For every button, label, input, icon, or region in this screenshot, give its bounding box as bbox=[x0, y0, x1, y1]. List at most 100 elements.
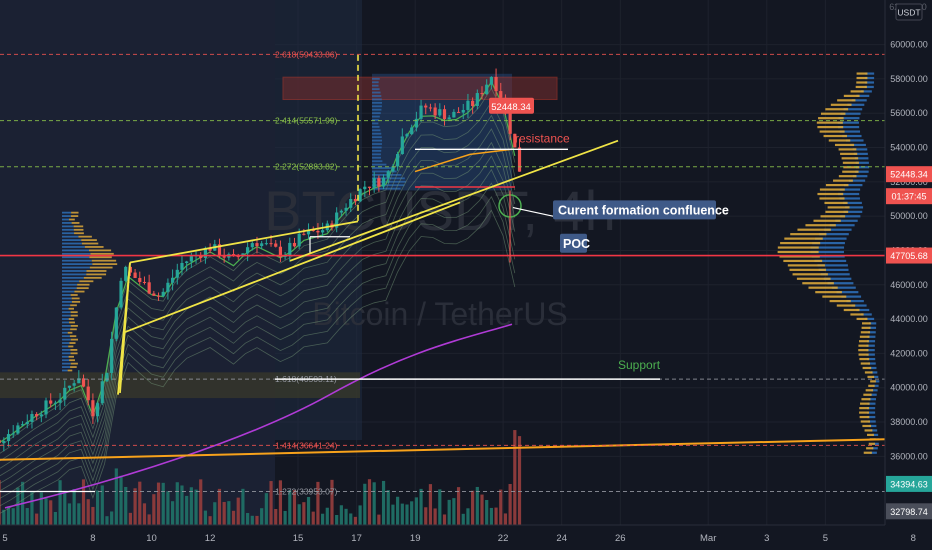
price-tick-label: 42000.00 bbox=[890, 348, 928, 358]
volume-bar bbox=[438, 489, 442, 525]
vp-left-up bbox=[62, 249, 90, 252]
price-tag bbox=[886, 475, 932, 492]
candle-body bbox=[0, 439, 1, 444]
volume-bar bbox=[100, 485, 104, 525]
volume-bar bbox=[217, 488, 222, 525]
vp-top-up bbox=[372, 84, 379, 87]
vp-bar-up bbox=[829, 224, 855, 227]
volume-bar bbox=[339, 505, 343, 525]
volume-bar bbox=[39, 492, 43, 525]
vp-bar-up bbox=[870, 451, 877, 454]
vp-bar-down bbox=[796, 277, 831, 280]
candle-body bbox=[217, 244, 222, 257]
time-axis[interactable]: 5 8 10 12 15 17 19 22 24 26 Mar 3 5 8 bbox=[0, 524, 916, 550]
vp-left-down bbox=[71, 300, 81, 303]
vp-top-up bbox=[372, 153, 381, 156]
vp-left-up bbox=[62, 307, 69, 310]
vp-bar-down bbox=[818, 117, 844, 120]
vp-left-down bbox=[69, 359, 75, 362]
volume-bar bbox=[49, 500, 53, 525]
ma-ribbon-line bbox=[0, 114, 516, 462]
candle-body bbox=[72, 383, 76, 386]
price-tag-label: 52448.34 bbox=[890, 170, 928, 180]
price-tick-label: 60000.00 bbox=[890, 40, 928, 50]
volume-bar bbox=[447, 499, 451, 525]
volume-bar bbox=[278, 480, 283, 525]
volume-bar bbox=[246, 513, 250, 525]
vp-bar-up bbox=[851, 304, 867, 307]
vp-bar-up bbox=[865, 81, 875, 84]
vp-top-up bbox=[372, 170, 397, 173]
volume-bar bbox=[489, 507, 493, 525]
candle-body bbox=[377, 178, 381, 187]
volume-bar bbox=[494, 507, 498, 525]
vp-left-up bbox=[62, 232, 75, 235]
candle-body bbox=[471, 100, 475, 107]
candle-body bbox=[302, 233, 306, 235]
vp-bar-up bbox=[840, 112, 861, 115]
trendline bbox=[117, 262, 131, 395]
vp-bar-down bbox=[843, 166, 860, 169]
vp-bar-up bbox=[873, 384, 879, 387]
vp-left-down bbox=[70, 366, 77, 368]
volume-bar bbox=[86, 499, 90, 525]
vp-left-up bbox=[62, 359, 70, 362]
vp-bar-down bbox=[864, 429, 873, 432]
volume-bar bbox=[349, 513, 353, 525]
candle-body bbox=[105, 372, 109, 382]
vp-top-up bbox=[372, 139, 383, 142]
vp-left-up bbox=[62, 222, 72, 224]
fib-label: 2.272(52883.82) bbox=[275, 162, 338, 172]
volume-bar bbox=[53, 511, 57, 525]
candle-body bbox=[292, 242, 297, 247]
volume-bar bbox=[255, 515, 259, 525]
vp-bar-down bbox=[833, 179, 853, 182]
vp-left-down bbox=[92, 263, 118, 266]
vp-left-down bbox=[70, 314, 78, 317]
vp-bar-up bbox=[866, 353, 875, 356]
price-bubble-box bbox=[489, 97, 534, 114]
candle-body bbox=[321, 230, 325, 233]
vp-left-up bbox=[62, 338, 71, 341]
volume-bar bbox=[400, 503, 404, 525]
annotation-support: Support bbox=[618, 358, 661, 372]
vp-bar-down bbox=[838, 148, 857, 151]
vp-bar-down bbox=[856, 81, 868, 84]
volume-bar bbox=[381, 480, 386, 525]
vp-bar-down bbox=[779, 255, 820, 258]
vp-bar-up bbox=[872, 433, 879, 436]
vp-left-down bbox=[79, 280, 94, 283]
vp-left-up bbox=[62, 321, 70, 324]
candle-body bbox=[475, 93, 479, 107]
vp-bar-down bbox=[863, 393, 872, 396]
vp-bar-down bbox=[780, 241, 821, 245]
vp-bar-down bbox=[823, 134, 848, 138]
volume-bar bbox=[170, 501, 175, 525]
vp-left-up bbox=[62, 225, 74, 228]
candle-body bbox=[367, 186, 372, 188]
candle-body bbox=[203, 247, 208, 258]
vp-bar-down bbox=[850, 90, 864, 93]
candle-body bbox=[100, 381, 104, 404]
vp-left-down bbox=[74, 232, 84, 235]
vp-bar-up bbox=[837, 121, 859, 124]
vp-top-up bbox=[372, 95, 382, 97]
candle-body bbox=[138, 277, 142, 282]
vp-bar-up bbox=[852, 148, 868, 151]
price-tag bbox=[886, 503, 932, 520]
vp-top-up bbox=[372, 88, 380, 91]
vp-left-down bbox=[91, 259, 117, 262]
candle-body bbox=[363, 186, 367, 190]
volume-bar bbox=[335, 515, 339, 525]
volume-bar bbox=[128, 512, 133, 525]
candle-body bbox=[152, 293, 156, 296]
vp-left-down bbox=[73, 225, 84, 228]
vp-left-down bbox=[76, 287, 89, 290]
vp-top-up bbox=[372, 112, 381, 115]
vp-left-down bbox=[81, 239, 97, 241]
ma-ribbon-line bbox=[0, 195, 516, 507]
vp-left-down bbox=[67, 369, 73, 372]
price-axis[interactable]: 62000.00USDT36000.0038000.0040000.004200… bbox=[884, 0, 932, 550]
price-tick-label: 56000.00 bbox=[890, 108, 928, 118]
